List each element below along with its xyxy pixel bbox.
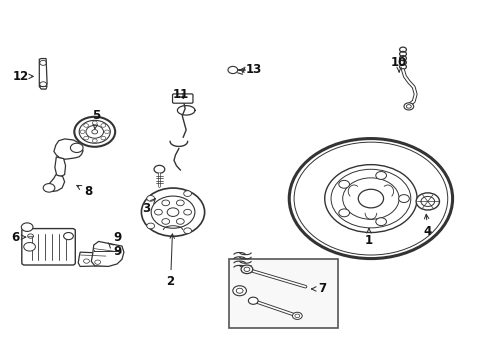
FancyBboxPatch shape: [172, 94, 193, 103]
Circle shape: [232, 286, 246, 296]
Text: 4: 4: [423, 214, 431, 238]
Circle shape: [92, 121, 97, 125]
Circle shape: [176, 200, 184, 206]
Circle shape: [183, 191, 191, 197]
Circle shape: [292, 312, 302, 319]
Text: 2: 2: [166, 234, 174, 288]
Circle shape: [398, 195, 408, 203]
Circle shape: [415, 193, 439, 210]
Text: 3: 3: [142, 199, 155, 215]
Text: 5: 5: [92, 109, 100, 129]
Circle shape: [176, 219, 184, 224]
Circle shape: [154, 209, 162, 215]
Circle shape: [248, 297, 258, 304]
Circle shape: [101, 124, 105, 127]
Text: 9: 9: [108, 243, 121, 258]
Circle shape: [241, 265, 252, 274]
Circle shape: [92, 139, 97, 143]
Polygon shape: [55, 157, 65, 176]
Polygon shape: [39, 59, 47, 89]
Circle shape: [83, 124, 88, 127]
Polygon shape: [54, 139, 83, 159]
Circle shape: [74, 117, 115, 147]
Text: 7: 7: [311, 283, 325, 296]
Circle shape: [154, 165, 164, 173]
Text: 10: 10: [390, 55, 407, 72]
Circle shape: [375, 218, 386, 226]
Circle shape: [162, 219, 169, 224]
Text: 12: 12: [13, 70, 33, 83]
Circle shape: [21, 223, 33, 231]
Circle shape: [146, 223, 154, 229]
Circle shape: [338, 180, 349, 188]
Circle shape: [403, 103, 413, 110]
Circle shape: [162, 200, 169, 206]
Text: 1: 1: [364, 228, 372, 247]
Circle shape: [24, 243, 35, 251]
Circle shape: [70, 143, 83, 153]
Polygon shape: [78, 252, 108, 266]
Circle shape: [338, 209, 349, 217]
Circle shape: [324, 165, 416, 233]
Circle shape: [83, 136, 88, 140]
Circle shape: [28, 234, 33, 238]
Polygon shape: [39, 86, 47, 89]
FancyBboxPatch shape: [228, 258, 338, 328]
FancyBboxPatch shape: [22, 229, 75, 265]
Text: 6: 6: [11, 231, 25, 244]
Circle shape: [80, 130, 85, 134]
Circle shape: [227, 66, 237, 73]
Circle shape: [43, 184, 55, 192]
Circle shape: [358, 189, 383, 208]
Circle shape: [104, 130, 109, 134]
Text: 11: 11: [172, 88, 188, 101]
Text: 13: 13: [239, 63, 262, 76]
Polygon shape: [91, 242, 123, 266]
Text: 8: 8: [77, 185, 92, 198]
Circle shape: [183, 228, 191, 234]
Ellipse shape: [141, 188, 204, 236]
Circle shape: [375, 172, 386, 179]
Polygon shape: [47, 175, 64, 192]
Circle shape: [146, 195, 154, 201]
Text: 9: 9: [113, 231, 121, 244]
Circle shape: [183, 209, 191, 215]
Circle shape: [101, 136, 105, 140]
Circle shape: [63, 233, 73, 240]
